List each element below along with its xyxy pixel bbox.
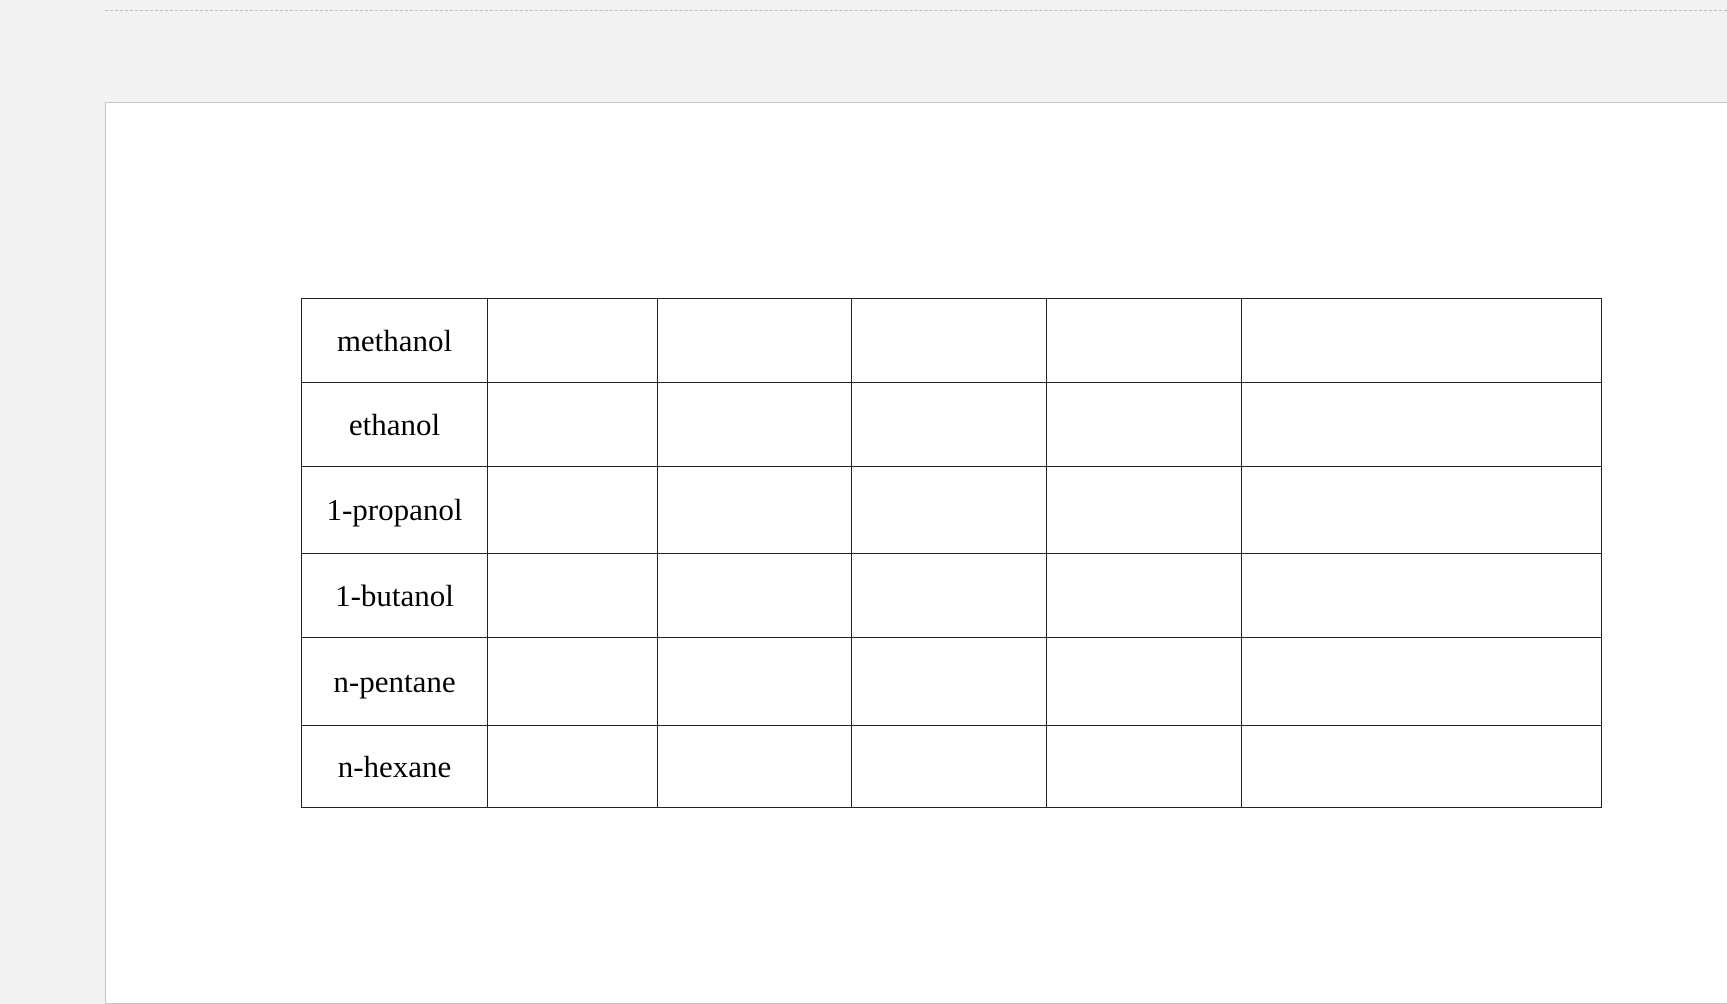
table-cell[interactable]	[1046, 553, 1242, 638]
table-row: ethanol	[301, 382, 1602, 467]
table-cell[interactable]	[1241, 725, 1602, 808]
table-row: 1-propanol	[301, 466, 1602, 554]
table-cell[interactable]	[1241, 382, 1602, 467]
table-cell[interactable]	[851, 382, 1047, 467]
table-cell[interactable]	[487, 466, 658, 554]
table-row: n-hexane	[301, 725, 1602, 808]
table-cell[interactable]	[1241, 466, 1602, 554]
table-cell[interactable]	[657, 298, 852, 383]
table-cell[interactable]	[1046, 298, 1242, 383]
table-cell[interactable]	[1241, 298, 1602, 383]
table-cell[interactable]	[657, 382, 852, 467]
table-row: methanol	[301, 298, 1602, 383]
table-cell[interactable]	[657, 553, 852, 638]
row-label-cell[interactable]: n-pentane	[301, 637, 488, 726]
solvent-table: methanol ethanol 1-propanol 1-butanol n-pent…	[301, 298, 1602, 808]
table-cell[interactable]	[851, 466, 1047, 554]
table-row: 1-butanol	[301, 553, 1602, 638]
table-cell[interactable]	[487, 298, 658, 383]
table-row: n-pentane	[301, 637, 1602, 726]
table-cell[interactable]	[1046, 382, 1242, 467]
table-cell[interactable]	[657, 637, 852, 726]
table-cell[interactable]	[1046, 466, 1242, 554]
row-label-cell[interactable]: 1-propanol	[301, 466, 488, 554]
table-cell[interactable]	[1046, 725, 1242, 808]
row-label-cell[interactable]: n-hexane	[301, 725, 488, 808]
table-cell[interactable]	[851, 553, 1047, 638]
table-cell[interactable]	[1241, 637, 1602, 726]
table-cell[interactable]	[657, 725, 852, 808]
table-cell[interactable]	[1241, 553, 1602, 638]
row-label-cell[interactable]: methanol	[301, 298, 488, 383]
row-label-cell[interactable]: ethanol	[301, 382, 488, 467]
row-label-cell[interactable]: 1-butanol	[301, 553, 488, 638]
table-cell[interactable]	[657, 466, 852, 554]
table-cell[interactable]	[851, 298, 1047, 383]
table-cell[interactable]	[851, 725, 1047, 808]
table-cell[interactable]	[851, 637, 1047, 726]
table-cell[interactable]	[487, 553, 658, 638]
table-cell[interactable]	[487, 725, 658, 808]
table-cell[interactable]	[487, 382, 658, 467]
table-cell[interactable]	[1046, 637, 1242, 726]
page-break-divider	[105, 10, 1727, 11]
table-cell[interactable]	[487, 637, 658, 726]
